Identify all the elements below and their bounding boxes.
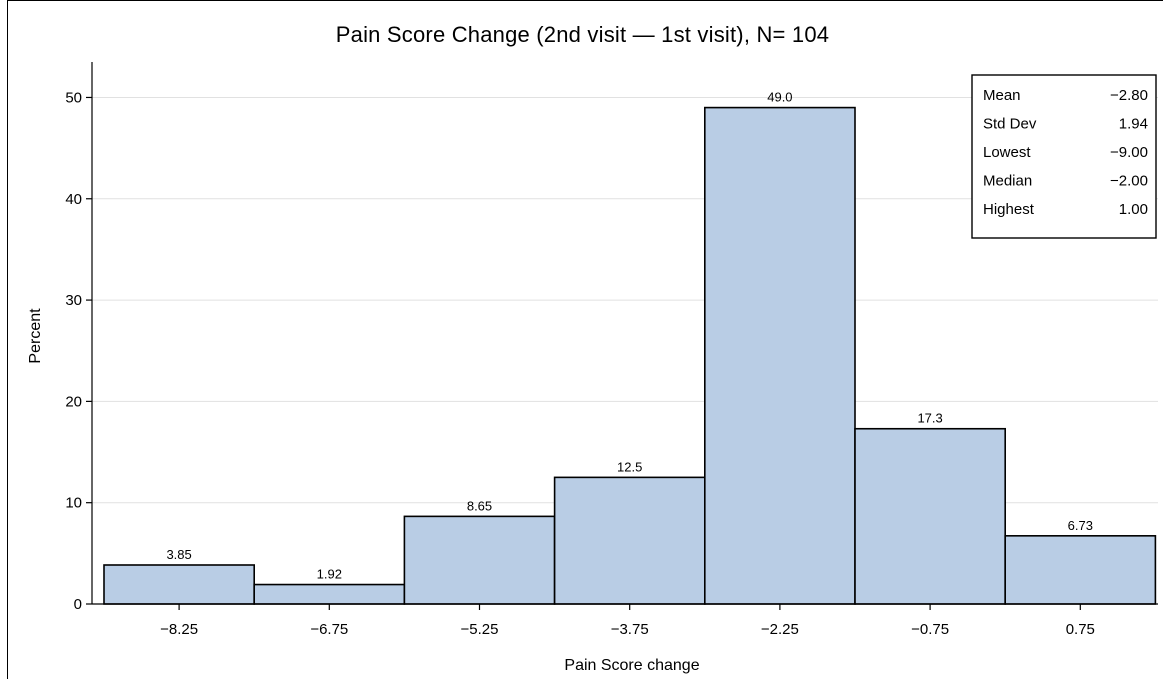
stat-value: −2.00	[1110, 173, 1148, 190]
y-axis-title: Percent	[27, 308, 44, 364]
bar-value-label: 12.5	[617, 459, 642, 474]
bar-value-label: 3.85	[166, 547, 191, 562]
bar	[553, 476, 706, 605]
bar	[403, 515, 556, 605]
bar	[854, 427, 1006, 605]
x-tick-label: −8.25	[160, 621, 198, 638]
bars: 3.85 1.92 8.65 12.5 49.0 17.3 6.73	[103, 90, 1157, 605]
bar-value-label: 8.65	[467, 498, 492, 513]
y-tick-label: 20	[65, 393, 82, 410]
bar-value-label: 6.73	[1068, 518, 1093, 533]
stat-label: Lowest	[983, 144, 1031, 161]
stat-value: −2.80	[1110, 87, 1148, 104]
bar	[703, 106, 856, 605]
y-tick-label: 0	[74, 596, 82, 613]
bar	[1004, 535, 1157, 605]
stat-label: Highest	[983, 201, 1035, 218]
bar	[103, 564, 255, 605]
stat-value: 1.94	[1119, 116, 1148, 133]
stats-inset-box	[971, 74, 1157, 239]
y-tick-label: 30	[65, 292, 82, 309]
axes: 0 10 20 30 40 50 −8.25 −6.75 −5.25 −3.75 −2.25 −0.7…	[65, 62, 1158, 638]
stat-label: Std Dev	[983, 116, 1037, 133]
bar-value-label: 17.3	[917, 411, 942, 426]
x-tick-label: −3.75	[611, 621, 649, 638]
stats-inset: Mean −2.80 Std Dev 1.94 Lowest −9.00 Median −2.…	[971, 74, 1157, 239]
x-axis-title: Pain Score change	[564, 657, 699, 674]
bar	[253, 583, 406, 605]
stat-label: Median	[983, 173, 1032, 190]
chart-title: Pain Score Change (2nd visit — 1st visit…	[335, 22, 830, 47]
stat-label: Mean	[983, 87, 1021, 104]
bar-value-label: 49.0	[767, 90, 792, 105]
y-tick-label: 10	[65, 495, 82, 512]
y-tick-label: 50	[65, 89, 82, 106]
x-tick-label: 0.75	[1066, 621, 1095, 638]
x-tick-label: −0.75	[911, 621, 949, 638]
chart-frame	[7, 0, 1163, 679]
stat-value: −9.00	[1110, 144, 1148, 161]
y-tick-label: 40	[65, 191, 82, 208]
x-tick-label: −6.75	[310, 621, 348, 638]
x-tick-label: −2.25	[761, 621, 799, 638]
bar-value-label: 1.92	[317, 567, 342, 582]
x-tick-label: −5.25	[461, 621, 499, 638]
stat-value: 1.00	[1119, 201, 1148, 218]
